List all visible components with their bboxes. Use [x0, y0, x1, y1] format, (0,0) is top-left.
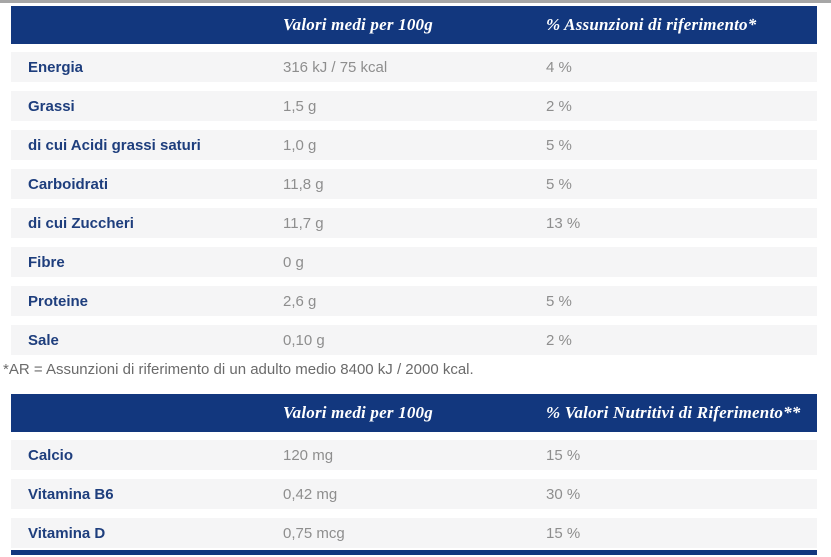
row-value: 11,7 g	[283, 214, 324, 232]
table-row-energia: Energia 316 kJ / 75 kcal 4 %	[11, 52, 817, 82]
table-row-vitamina-b6: Vitamina B6 0,42 mg 30 %	[11, 479, 817, 509]
row-value: 11,8 g	[283, 175, 324, 193]
table-row-vitamina-d: Vitamina D 0,75 mcg 15 %	[11, 518, 817, 548]
row-label: Carboidrati	[28, 175, 109, 193]
row-percent: 13 %	[546, 214, 581, 232]
row-value: 1,0 g	[283, 136, 317, 154]
table-row-fibre: Fibre 0 g	[11, 247, 817, 277]
row-percent: 2 %	[546, 97, 572, 115]
header-values-per-100g: Valori medi per 100g	[283, 15, 433, 34]
table-row-zuccheri: di cui Zuccheri 11,7 g 13 %	[11, 208, 817, 238]
table-header-main: Valori medi per 100g % Assunzioni di rif…	[11, 6, 817, 44]
row-label: Fibre	[28, 253, 65, 271]
header-nutrient-reference-values: % Valori Nutritivi di Riferimento**	[546, 403, 801, 422]
table-row-calcio: Calcio 120 mg 15 %	[11, 440, 817, 470]
row-value: 0,10 g	[283, 331, 325, 349]
table-header-vitamins: Valori medi per 100g % Valori Nutritivi …	[11, 394, 817, 432]
row-value: 316 kJ / 75 kcal	[283, 58, 388, 76]
row-value: 0,75 mcg	[283, 524, 345, 542]
top-border-line	[0, 0, 831, 3]
header-values-per-100g: Valori medi per 100g	[283, 403, 433, 422]
row-label: di cui Acidi grassi saturi	[28, 136, 201, 154]
row-percent: 4 %	[546, 58, 572, 76]
table-row-acidi-grassi-saturi: di cui Acidi grassi saturi 1,0 g 5 %	[11, 130, 817, 160]
row-percent: 15 %	[546, 524, 581, 542]
table-row-carboidrati: Carboidrati 11,8 g 5 %	[11, 169, 817, 199]
row-label: Sale	[28, 331, 59, 349]
row-label: Vitamina B6	[28, 485, 114, 503]
row-percent: 5 %	[546, 136, 572, 154]
nutrition-table-vitamins: Valori medi per 100g % Valori Nutritivi …	[11, 394, 817, 557]
table-row-sale: Sale 0,10 g 2 %	[11, 325, 817, 355]
header-reference-intake: % Assunzioni di riferimento*	[546, 15, 757, 34]
row-label: Energia	[28, 58, 84, 76]
row-value: 0 g	[283, 253, 304, 271]
row-value: 2,6 g	[283, 292, 317, 310]
row-percent: 5 %	[546, 175, 572, 193]
row-percent: 30 %	[546, 485, 581, 503]
row-percent: 5 %	[546, 292, 572, 310]
nutrition-table-main: Valori medi per 100g % Assunzioni di rif…	[11, 6, 817, 364]
row-label: Calcio	[28, 446, 74, 464]
third-table-header-partial	[11, 550, 817, 555]
row-label: di cui Zuccheri	[28, 214, 134, 232]
row-percent: 15 %	[546, 446, 581, 464]
row-label: Proteine	[28, 292, 89, 310]
row-percent: 2 %	[546, 331, 572, 349]
reference-intake-footnote: *AR = Assunzioni di riferimento di un ad…	[3, 361, 474, 378]
table-row-proteine: Proteine 2,6 g 5 %	[11, 286, 817, 316]
row-label: Grassi	[28, 97, 75, 115]
row-value: 1,5 g	[283, 97, 317, 115]
row-label: Vitamina D	[28, 524, 106, 542]
row-value: 0,42 mg	[283, 485, 338, 503]
row-value: 120 mg	[283, 446, 334, 464]
table-row-grassi: Grassi 1,5 g 2 %	[11, 91, 817, 121]
